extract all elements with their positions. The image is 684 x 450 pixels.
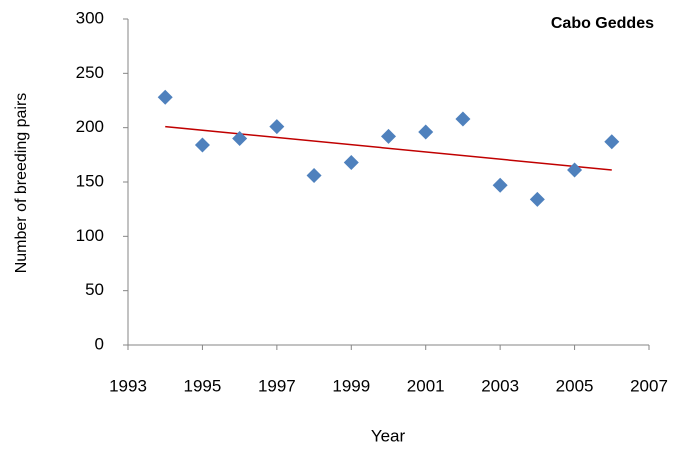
x-tick-label: 1999 bbox=[332, 376, 370, 395]
x-tick-label: 1995 bbox=[184, 376, 222, 395]
data-point bbox=[157, 89, 173, 105]
x-tick-label: 2005 bbox=[556, 376, 594, 395]
y-tick-label: 250 bbox=[76, 63, 104, 82]
y-tick-label: 50 bbox=[85, 280, 104, 299]
data-point bbox=[492, 177, 508, 193]
y-tick-label: 200 bbox=[76, 117, 104, 136]
x-axis-label: Year bbox=[371, 426, 406, 445]
chart-title: Cabo Geddes bbox=[551, 15, 654, 32]
x-tick-label: 2003 bbox=[481, 376, 519, 395]
data-point bbox=[567, 162, 583, 178]
data-point bbox=[381, 128, 396, 144]
data-point bbox=[529, 191, 545, 207]
data-point bbox=[232, 131, 248, 147]
x-tick-label: 1997 bbox=[258, 376, 296, 395]
x-tick-label: 2007 bbox=[630, 376, 668, 395]
x-tick-label: 2001 bbox=[407, 376, 445, 395]
data-point bbox=[604, 134, 620, 150]
data-point bbox=[418, 124, 434, 140]
y-tick-label: 150 bbox=[76, 171, 104, 190]
y-tick-label: 0 bbox=[95, 334, 104, 353]
data-point bbox=[269, 119, 285, 135]
y-tick-label: 300 bbox=[76, 8, 104, 27]
data-point bbox=[455, 111, 471, 127]
data-point bbox=[194, 137, 210, 153]
data-point bbox=[306, 167, 322, 183]
y-axis-label: Number of breeding pairs bbox=[13, 93, 30, 274]
y-tick-label: 100 bbox=[76, 226, 104, 245]
x-tick-label: 1993 bbox=[109, 376, 147, 395]
data-point bbox=[343, 154, 359, 170]
